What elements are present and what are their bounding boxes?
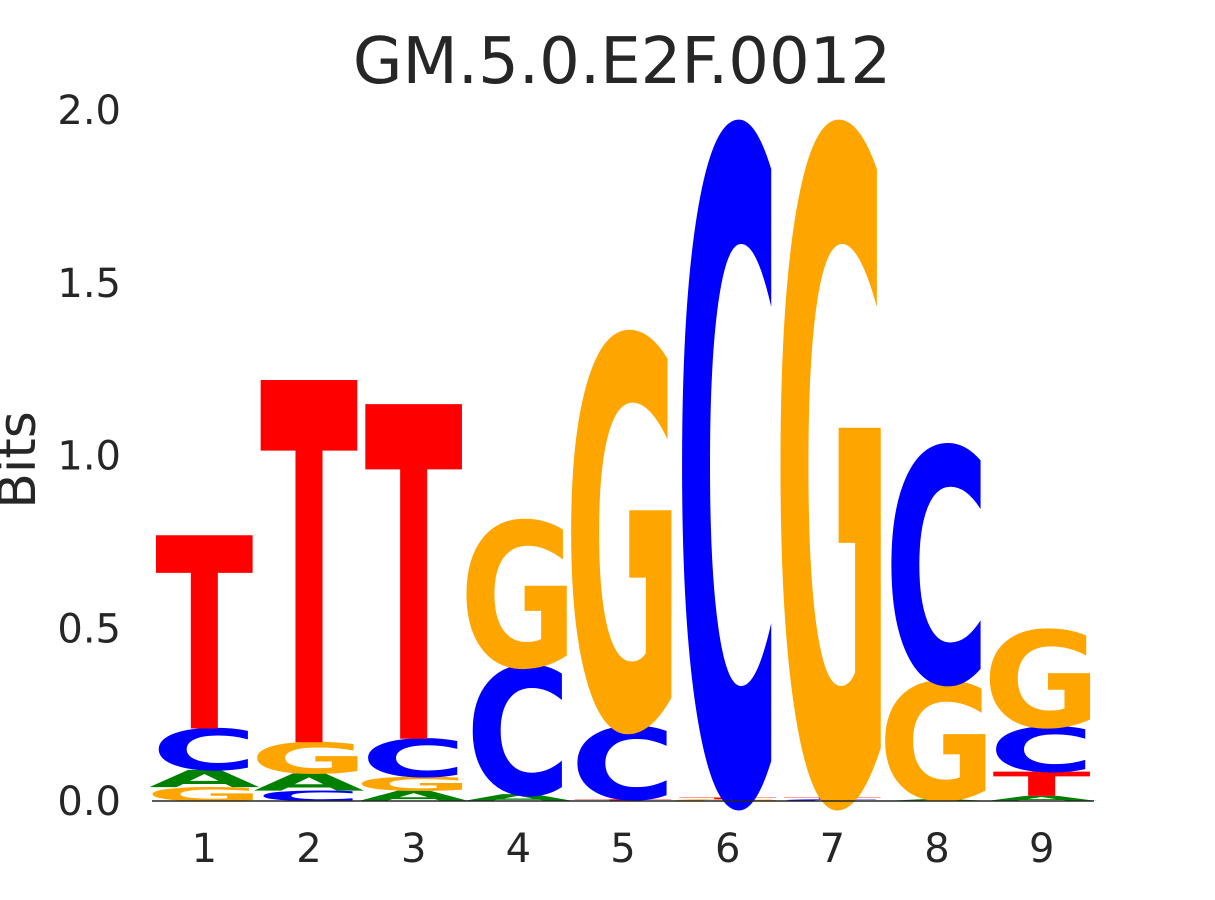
logo-glyph-C: C bbox=[989, 715, 1095, 787]
logo-glyph-A: A bbox=[149, 765, 261, 793]
y-tick-label: 0.5 bbox=[57, 606, 121, 652]
x-tick-label: 7 bbox=[820, 826, 845, 872]
y-tick-label: 0.0 bbox=[57, 779, 121, 825]
x-tick-label: 1 bbox=[192, 826, 217, 872]
logo-glyph-C: C bbox=[884, 384, 990, 758]
chart-title: GM.5.0.E2F.0012 bbox=[353, 25, 891, 99]
x-tick-label: 2 bbox=[296, 826, 321, 872]
logo-glyph-C: C bbox=[361, 729, 467, 790]
x-tick-label: 3 bbox=[401, 826, 426, 872]
logo-glyph-T: T bbox=[993, 765, 1091, 804]
logo-glyph-G: G bbox=[145, 784, 263, 806]
logo-glyph-G: G bbox=[459, 482, 577, 713]
logo-glyph-G: G bbox=[773, 0, 891, 900]
logo-glyph-T: T bbox=[783, 797, 881, 800]
logo-glyph-A: A bbox=[986, 794, 1098, 802]
logo-glyph-T: T bbox=[574, 799, 672, 802]
x-tick-label: 8 bbox=[924, 826, 949, 872]
x-tick-label: 6 bbox=[715, 826, 740, 872]
logo-glyph-C: C bbox=[570, 708, 676, 824]
y-axis-label: Bits bbox=[0, 411, 48, 509]
y-axis-ticks: 0.0 0.5 1.0 1.5 2.0 bbox=[57, 88, 121, 825]
logo-glyph-G: G bbox=[564, 232, 682, 853]
logo-glyph-G: G bbox=[355, 773, 473, 795]
logo-glyph-G: G bbox=[250, 734, 368, 783]
logo-glyph-A: A bbox=[881, 799, 993, 802]
logo-glyph-C: C bbox=[780, 799, 886, 802]
logo-glyph-T: T bbox=[260, 282, 359, 861]
x-tick-label: 5 bbox=[610, 826, 635, 872]
logo-glyph-G: G bbox=[983, 604, 1101, 758]
logo-glyph-T: T bbox=[679, 797, 777, 800]
logo-glyph-T: T bbox=[155, 484, 253, 792]
logo-glyph-A: A bbox=[463, 792, 574, 803]
y-tick-label: 1.5 bbox=[57, 261, 121, 307]
logo-glyph-T: T bbox=[365, 314, 464, 848]
y-tick-label: 1.0 bbox=[57, 434, 121, 480]
logo-glyph-A: A bbox=[253, 769, 365, 797]
logo-glyph-C: C bbox=[152, 717, 258, 783]
logo-glyph-G: G bbox=[878, 650, 996, 838]
logo-glyph-C: C bbox=[675, 0, 781, 900]
logo-glyph-G: G bbox=[669, 799, 787, 802]
x-tick-label: 9 bbox=[1029, 826, 1054, 872]
y-tick-label: 2.0 bbox=[57, 88, 121, 134]
x-axis-ticks: 1 2 3 4 5 6 7 8 9 bbox=[192, 826, 1055, 872]
x-tick-label: 4 bbox=[506, 826, 531, 872]
